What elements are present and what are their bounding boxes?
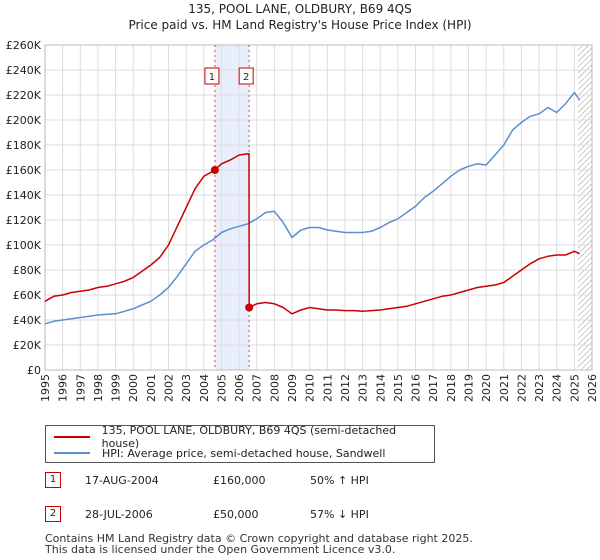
x-tick-label: 2023 [533,374,546,402]
sale-price: £50,000 [213,508,259,521]
x-tick-label: 2000 [127,374,140,402]
footer-line-copyright: Contains HM Land Registry data © Crown c… [45,532,473,545]
x-tick-label: 2022 [515,374,528,402]
y-tick-label: £20K [13,339,42,352]
legend-label-property: 135, POOL LANE, OLDBURY, B69 4QS (semi-d… [101,424,397,450]
legend-swatch-property [54,436,90,438]
sale-number-badge: 1 [45,472,61,488]
x-tick-label: 1995 [39,374,52,402]
legend-label-hpi: HPI: Average price, semi-detached house,… [102,446,386,460]
price-chart: £0 £20K £40K £60K £80K £100K £120K £140K £160K £1… [6,39,599,402]
x-tick-label: 2011 [321,374,334,402]
x-tick-label: 2009 [286,374,299,402]
x-tick-label: 1996 [57,374,70,402]
sale-marker-label: 2 [243,72,249,83]
x-tick-label: 2006 [233,374,246,402]
plot-frame [44,44,593,371]
x-tick-label: 1999 [110,374,123,402]
y-tick-label: £0 [27,364,41,377]
x-tick-label: 2005 [215,374,228,402]
x-tick-label: 2001 [145,374,158,402]
x-tick-label: 2025 [568,374,581,402]
sale-marker-box [238,67,254,85]
chart-title: 135, POOL LANE, OLDBURY, B69 4QS [188,2,412,16]
x-tick-label: 2021 [498,374,511,402]
forecast-hatch [577,45,592,370]
legend-item-hpi: HPI: Average price, semi-detached house,… [54,445,385,461]
x-tick-label: 2007 [251,374,264,402]
y-tick-label: £120K [6,214,42,227]
y-tick-label: £60K [13,289,42,302]
x-tick-label: 2008 [268,374,281,402]
x-tick-label: 2026 [586,374,599,402]
x-tick-label: 1997 [74,374,87,402]
x-tick-label: 2024 [551,374,564,402]
x-tick-label: 2002 [163,374,176,402]
series-line-hpi [44,91,581,325]
y-tick-label: £160K [6,164,42,177]
plot-area [45,45,592,370]
x-tick-label: 2020 [480,374,493,402]
x-tick-label: 2013 [357,374,370,402]
legend: 135, POOL LANE, OLDBURY, B69 4QS (semi-d… [45,424,435,463]
sale-marker-label: 1 [209,72,215,83]
sale-period-band [214,45,250,370]
sale-marker-badge: 2 [238,67,254,85]
y-tick-label: £100K [6,239,42,252]
sale-point [210,166,219,174]
y-tick-label: £240K [6,64,42,77]
x-tick-label: 2019 [462,374,475,402]
footer-attribution: Contains HM Land Registry data © Crown c… [45,533,473,555]
x-tick-label: 2014 [374,374,387,402]
x-tick-label: 2010 [304,374,317,402]
y-tick-label: £260K [6,39,42,52]
y-tick-label: £140K [6,189,42,202]
sale-marker-box [204,67,220,85]
sale-point [245,303,254,312]
x-tick-label: 2015 [392,374,405,402]
y-tick-label: £200K [6,114,42,127]
sale-date: 28-JUL-2006 [85,508,153,521]
series-line-property [44,153,580,315]
sale-price: £160,000 [213,474,266,487]
footer-line-licence: This data is licensed under the Open Gov… [45,543,396,556]
sale-hpi-diff: 50% ↑ HPI [310,474,369,487]
x-tick-label: 1998 [92,374,105,402]
x-tick-label: 2016 [410,374,423,402]
y-tick-label: £40K [13,314,42,327]
y-tick-label: £80K [13,264,42,277]
y-tick-label: £180K [6,139,42,152]
sale-hpi-diff: 57% ↓ HPI [310,508,369,521]
x-tick-label: 2018 [445,374,458,402]
legend-swatch-hpi [54,452,90,454]
sale-marker-badge: 1 [204,67,220,85]
y-tick-label: £220K [6,89,42,102]
x-tick-label: 2012 [339,374,352,402]
chart-subtitle: Price paid vs. HM Land Registry's House … [128,18,472,32]
sale-number-badge: 2 [45,506,61,522]
x-tick-label: 2004 [198,374,211,402]
legend-item-property: 135, POOL LANE, OLDBURY, B69 4QS (semi-d… [54,424,434,450]
x-tick-label: 2017 [427,374,440,402]
sale-date: 17-AUG-2004 [85,474,159,487]
x-tick-label: 2003 [180,374,193,402]
